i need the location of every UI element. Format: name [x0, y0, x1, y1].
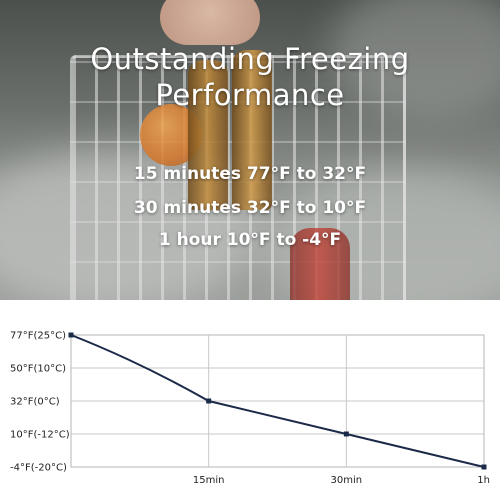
beer-bottle [232, 50, 272, 210]
y-tick-label: 77°F(25°C) [10, 331, 66, 342]
y-tick-label: 50°F(10°C) [10, 364, 66, 375]
beer-bottle [188, 60, 228, 210]
data-point-marker [206, 398, 212, 404]
stat-1-hour: 1 hour 10°F to -4°F [158, 230, 342, 250]
x-tick-label: 15min [193, 475, 225, 486]
hero-photo: Outstanding Freezing Performance 15 minu… [0, 0, 500, 300]
soda-bottle [290, 228, 350, 300]
data-point-marker [481, 464, 487, 470]
temperature-curve [70, 334, 485, 468]
hand [160, 0, 260, 45]
stat-30-minutes: 30 minutes 32°F to 10°F [133, 198, 367, 218]
temperature-chart: 77°F(25°C) 50°F(10°C) 32°F(0°C) 10°F(-12°C)… [10, 331, 490, 487]
stat-15-minutes: 15 minutes 77°F to 32°F [133, 164, 367, 184]
x-tick-label: 30min [331, 475, 363, 486]
y-tick-label: 10°F(-12°C) [10, 430, 70, 441]
headline-line-1: Outstanding Freezing [90, 42, 410, 76]
headline-line-2: Performance [155, 78, 345, 112]
data-point-marker [68, 332, 74, 338]
y-tick-label: -4°F(-20°C) [10, 463, 67, 474]
data-point-marker [343, 431, 349, 437]
y-tick-label: 32°F(0°C) [10, 397, 60, 408]
x-tick-label: 1h [477, 475, 490, 486]
